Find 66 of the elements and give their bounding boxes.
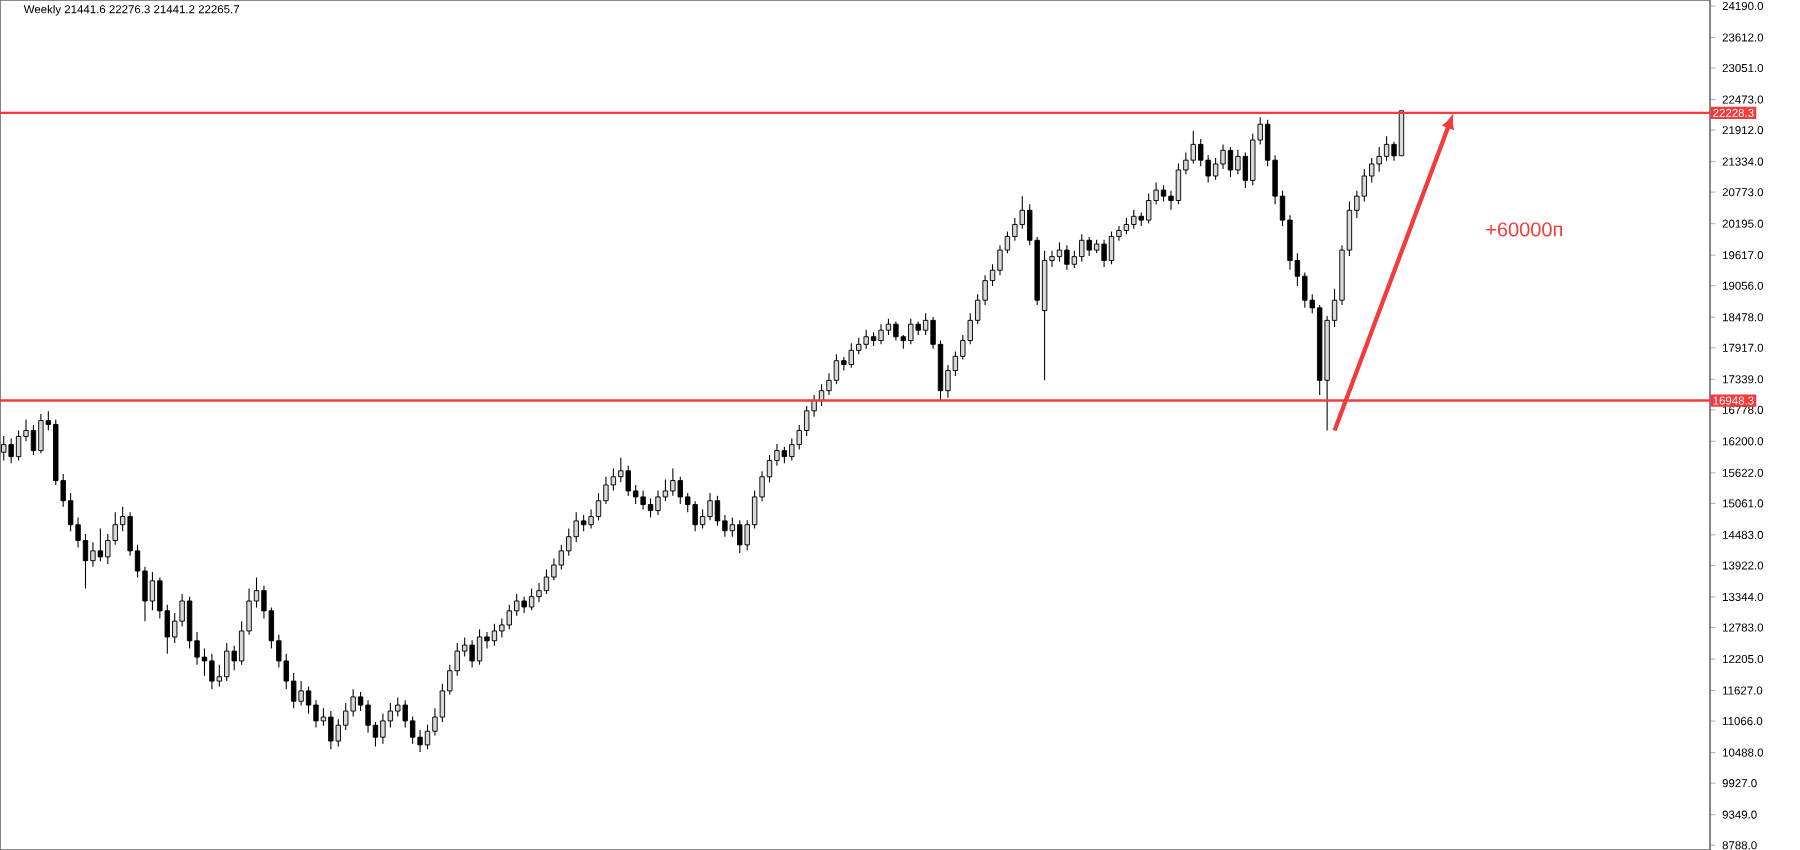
candlestick bbox=[209, 653, 215, 690]
candlestick bbox=[536, 582, 542, 603]
candlestick bbox=[380, 713, 386, 745]
candlestick bbox=[1131, 209, 1137, 230]
candlestick bbox=[670, 468, 676, 497]
candlestick bbox=[1250, 132, 1256, 186]
candlestick bbox=[543, 568, 550, 595]
candlestick bbox=[1235, 149, 1241, 175]
candlestick bbox=[8, 438, 14, 464]
candlestick bbox=[833, 353, 840, 385]
candlestick bbox=[625, 465, 631, 497]
candlestick bbox=[305, 685, 312, 715]
candlestick bbox=[1175, 162, 1182, 205]
candlestick bbox=[737, 519, 743, 554]
candlestick bbox=[476, 628, 483, 666]
candlestick bbox=[863, 329, 869, 350]
candlestick bbox=[1212, 157, 1219, 181]
candlestick bbox=[647, 498, 654, 519]
candlestick bbox=[878, 323, 884, 345]
candlestick bbox=[149, 571, 156, 611]
candlestick bbox=[1, 435, 7, 461]
annotation: +60000п bbox=[1486, 222, 1562, 237]
candlestick bbox=[350, 688, 356, 718]
candlestick bbox=[224, 642, 230, 682]
candlestick bbox=[528, 587, 535, 611]
candlestick bbox=[15, 429, 22, 461]
candlestick bbox=[491, 623, 498, 647]
candlestick bbox=[707, 492, 713, 521]
candlestick bbox=[677, 476, 683, 505]
candlestick bbox=[655, 489, 661, 516]
candlestick bbox=[30, 424, 37, 456]
candlestick bbox=[201, 647, 208, 677]
candlestick bbox=[908, 318, 914, 345]
candlestick bbox=[997, 244, 1003, 276]
candlestick bbox=[1056, 241, 1063, 263]
candlestick bbox=[424, 724, 431, 750]
candlestick bbox=[469, 639, 475, 668]
candlestick bbox=[1376, 146, 1382, 173]
candlestick bbox=[97, 527, 104, 562]
candlestick bbox=[595, 492, 602, 521]
candlestick bbox=[692, 500, 698, 532]
candlestick bbox=[298, 680, 304, 707]
candlestick bbox=[38, 413, 44, 454]
candlestick bbox=[335, 718, 341, 748]
candlestick bbox=[893, 320, 899, 342]
candlestick bbox=[1101, 239, 1107, 268]
candlestick bbox=[640, 489, 646, 510]
candlestick bbox=[1383, 135, 1390, 162]
candlestick bbox=[395, 696, 401, 718]
candlestick bbox=[1108, 231, 1115, 265]
candlestick bbox=[365, 699, 371, 734]
candlestick bbox=[1079, 233, 1085, 263]
candlestick bbox=[90, 541, 96, 568]
candlestick bbox=[1086, 236, 1092, 257]
candlestick bbox=[714, 495, 721, 527]
candlestick bbox=[499, 617, 505, 639]
candlestick bbox=[506, 604, 512, 630]
candlestick bbox=[848, 342, 854, 369]
candlestick bbox=[1227, 146, 1234, 178]
candlestick bbox=[328, 710, 334, 750]
candlestick bbox=[1064, 244, 1070, 271]
candlestick bbox=[588, 508, 594, 530]
candlestick bbox=[699, 508, 706, 530]
candlestick bbox=[1220, 143, 1226, 170]
candlestick bbox=[729, 517, 736, 538]
candlestick bbox=[789, 438, 795, 461]
